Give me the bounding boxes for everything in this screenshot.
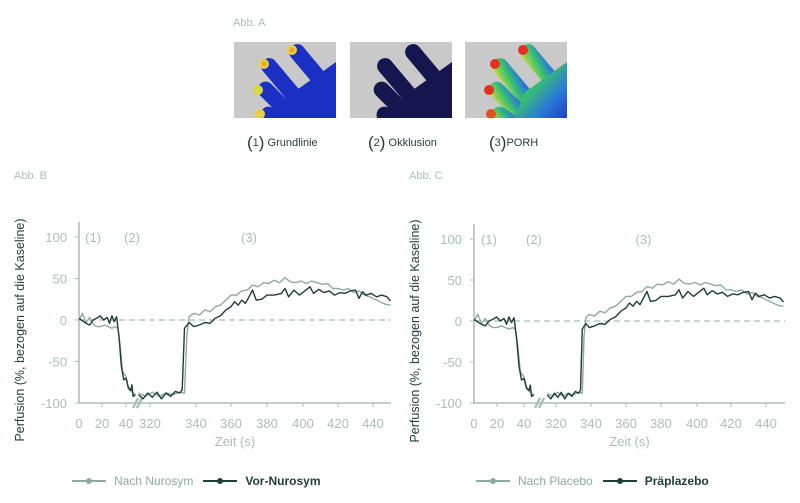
phase-label: (2) [526, 232, 542, 247]
series-line-nach-placebo [546, 278, 784, 398]
series-line-pr-plazebo [546, 287, 785, 400]
x-tick-label: 380 [256, 416, 278, 431]
caption-grundlinie: (1) Grundlinie [247, 133, 318, 152]
axis-break-icon [533, 397, 546, 409]
y-tick-label: 100 [45, 230, 67, 245]
x-tick-label: 360 [220, 416, 242, 431]
chart-placebo: Abb. C 100 50 0 -50 -100 0 20 40 320 340 360 380 400 4… [408, 170, 785, 449]
x-tick-label: 440 [755, 416, 777, 431]
legend-label: Vor-Nurosym [245, 474, 321, 488]
x-tick-label: 420 [327, 416, 349, 431]
legend-label: Präplazebo [644, 474, 709, 488]
x-tick-label: 0 [75, 416, 82, 431]
x-tick-label: 440 [362, 416, 384, 431]
x-tick-label: 400 [292, 416, 314, 431]
figure-label: Abb. B [14, 170, 47, 182]
baseline-perfusion-image [234, 42, 336, 118]
legend-nurosym: Nach Nurosym Vor-Nurosym [72, 474, 330, 488]
x-tick-label: 320 [545, 416, 567, 431]
caption-porh: (3) PORH [489, 133, 539, 152]
legend-item-praeplazebo: Präplazebo [602, 474, 709, 488]
series-line-vor-nurosym [78, 315, 136, 398]
y-axis-title: Perfusion (%, bezogen auf die Kaseline) [13, 218, 27, 441]
y-tick-label: 100 [440, 232, 462, 247]
x-tick-label: 20 [95, 416, 109, 431]
series-line-vor-nurosym [138, 286, 392, 400]
phase-label: (2) [124, 230, 140, 245]
x-tick-label: 0 [470, 416, 477, 431]
x-tick-label: 40 [517, 416, 531, 431]
panel-caption: Okklusion [388, 137, 437, 149]
series-line-nach-nurosym [138, 276, 391, 398]
phase-label: (3) [636, 232, 652, 247]
x-tick-label: 400 [686, 416, 708, 431]
porh-perfusion-image [465, 42, 567, 118]
legend-placebo: Nach Placebo Präplazebo [476, 474, 719, 488]
y-axis-title: Perfusion (%, bezogen auf die Kaseline) [408, 219, 422, 442]
x-tick-label: 20 [490, 416, 504, 431]
caption-okklusion: (2) Okklusion [368, 133, 437, 152]
y-tick-label: -100 [41, 396, 67, 411]
legend-item-vor-nurosym: Vor-Nurosym [203, 474, 320, 488]
legend-line-marker-icon [602, 478, 637, 484]
occlusion-perfusion-image [350, 42, 452, 118]
x-tick-label: 40 [119, 416, 133, 431]
panel-number: 3 [494, 137, 501, 149]
legend-item-nach-nurosym: Nach Nurosym [72, 474, 193, 488]
x-tick-label: 340 [185, 416, 207, 431]
series-line-pr-plazebo [473, 316, 535, 398]
phase-label: (1) [481, 232, 497, 247]
y-tick-label: 50 [448, 273, 462, 288]
x-tick-label: 360 [615, 416, 637, 431]
legend-line-marker-icon [203, 478, 238, 484]
legend-label: Nach Placebo [518, 474, 593, 488]
x-tick-label: 380 [650, 416, 672, 431]
figure-a-label: Abb. A [233, 17, 266, 29]
x-tick-label: 340 [580, 416, 602, 431]
legend-item-nach-placebo: Nach Placebo [476, 474, 593, 488]
legend-label: Nach Nurosym [114, 474, 194, 488]
y-tick-label: -50 [443, 355, 462, 370]
x-axis-title: Zeit (s) [609, 434, 649, 449]
phase-label: (3) [241, 230, 257, 245]
panel-number: 1 [252, 137, 259, 149]
panel-caption: PORH [506, 137, 539, 149]
legend-line-marker-icon [72, 478, 106, 484]
y-tick-label: 0 [455, 314, 462, 329]
y-tick-label: -50 [48, 355, 67, 370]
axis-break-icon [131, 397, 144, 409]
chart-nurosym: Abb. B 100 50 0 -50 -100 0 20 40 320 340 360 380 400 4… [13, 170, 392, 449]
panel-number: 2 [373, 137, 380, 149]
legend-line-marker-icon [476, 478, 510, 484]
figure-label: Abb. C [409, 170, 443, 182]
panel-caption: Grundlinie [267, 137, 318, 149]
y-tick-label: 50 [53, 272, 67, 287]
x-tick-label: 420 [720, 416, 742, 431]
x-tick-label: 320 [139, 416, 161, 431]
y-tick-label: -100 [436, 396, 462, 411]
y-tick-label: 0 [60, 313, 67, 328]
phase-label: (1) [85, 230, 101, 245]
x-axis-title: Zeit (s) [215, 434, 255, 449]
